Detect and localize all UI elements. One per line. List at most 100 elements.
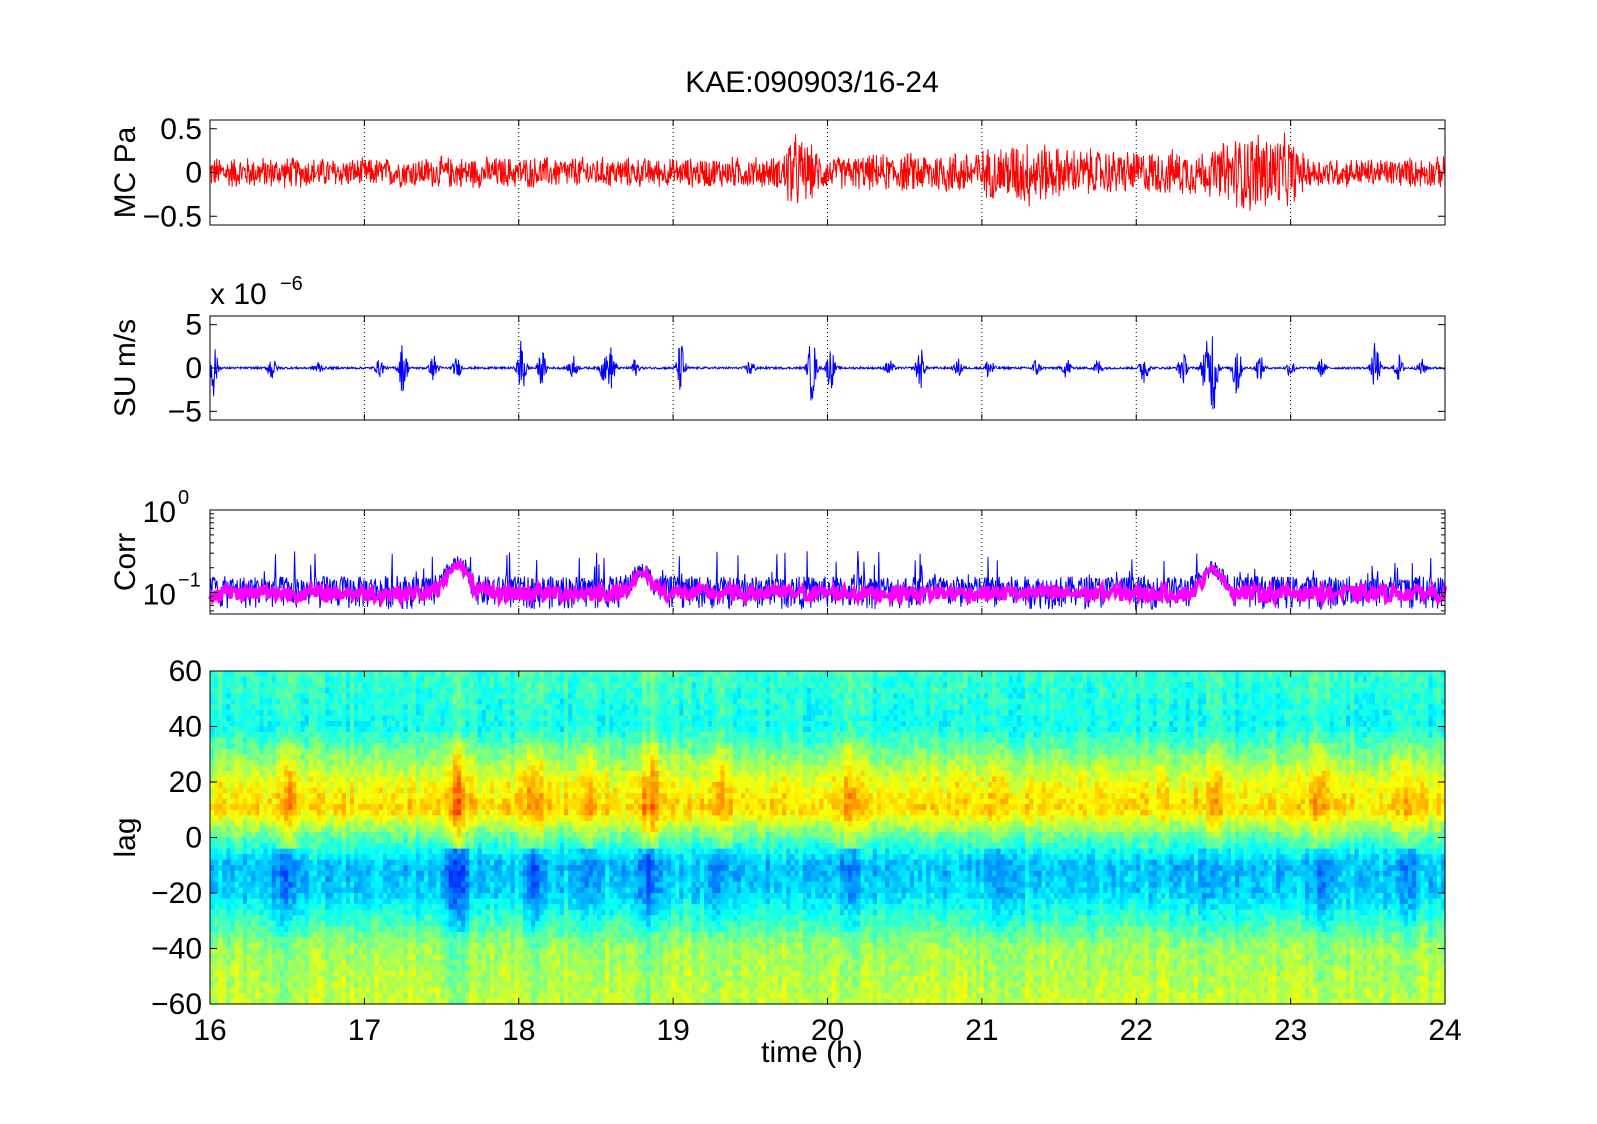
heatmap-cell: [535, 981, 540, 988]
heatmap-cell: [473, 748, 479, 755]
heatmap-cell: [399, 720, 405, 728]
heatmap-cell: [325, 837, 330, 844]
heatmap-cell: [267, 870, 273, 877]
heatmap-cell: [403, 837, 409, 844]
heatmap-cell: [259, 787, 265, 794]
heatmap-cell: [457, 698, 462, 705]
heatmap-cell: [312, 942, 318, 950]
heatmap-cell: [337, 709, 343, 716]
heatmap-cell: [539, 748, 545, 755]
heatmap-cell: [247, 981, 252, 988]
heatmap-cell: [477, 743, 483, 750]
heatmap-cell: [210, 709, 215, 716]
heatmap-cell: [304, 698, 310, 705]
heatmap-cell: [539, 687, 545, 694]
heatmap-cell: [424, 998, 429, 1005]
heatmap-cell: [526, 837, 532, 844]
heatmap-cell: [226, 831, 232, 839]
heatmap-cell: [514, 682, 520, 689]
heatmap-cell: [271, 709, 277, 716]
heatmap-cell: [477, 831, 483, 839]
heatmap-cell: [341, 954, 347, 961]
heatmap-cell: [251, 804, 256, 811]
heatmap-cell: [308, 870, 314, 877]
heatmap-cell: [325, 671, 330, 678]
heatmap-cell: [461, 765, 466, 772]
heatmap-cell: [415, 876, 421, 883]
heatmap-cell: [300, 937, 306, 944]
heatmap-cell: [255, 948, 260, 955]
heatmap-cell: [514, 770, 520, 778]
heatmap-cell: [452, 765, 458, 772]
heatmap-cell: [391, 798, 396, 805]
heatmap-cell: [214, 704, 219, 711]
heatmap-cell: [448, 848, 454, 855]
heatmap-cell: [247, 898, 252, 905]
heatmap-cell: [518, 954, 524, 961]
heatmap-cell: [263, 909, 269, 916]
heatmap-cell: [514, 748, 520, 755]
heatmap-cell: [358, 765, 363, 772]
heatmap-cell: [403, 854, 409, 861]
heatmap-cell: [510, 909, 516, 916]
heatmap-cell: [415, 887, 421, 894]
heatmap-cell: [337, 732, 343, 739]
heatmap-cell: [284, 915, 289, 922]
heatmap-cell: [428, 887, 433, 894]
heatmap-cell: [382, 682, 388, 689]
heatmap-cell: [473, 843, 479, 850]
heatmap-cell: [292, 776, 298, 783]
heatmap-cell: [263, 748, 269, 755]
heatmap-cell: [242, 954, 248, 961]
heatmap-cell: [395, 909, 400, 916]
heatmap-cell: [382, 987, 388, 994]
heatmap-cell: [267, 837, 273, 844]
heatmap-cell: [222, 870, 228, 877]
heatmap-cell: [428, 770, 433, 778]
heatmap-cell: [502, 804, 507, 811]
heatmap-cell: [428, 693, 433, 700]
heatmap-cell: [251, 959, 256, 966]
heatmap-cell: [444, 976, 450, 983]
heatmap-cell: [329, 893, 335, 900]
heatmap-cell: [333, 904, 339, 911]
heatmap-cell: [214, 748, 219, 755]
heatmap-cell: [218, 898, 223, 905]
heatmap-cell: [275, 826, 281, 833]
heatmap-cell: [407, 843, 413, 850]
heatmap-cell: [329, 682, 335, 689]
heatmap-cell: [288, 837, 293, 844]
heatmap-cell: [354, 815, 359, 822]
heatmap-cell: [465, 787, 470, 794]
heatmap-cell: [329, 915, 335, 922]
heatmap-cell: [226, 904, 232, 911]
heatmap-cell: [535, 915, 540, 922]
heatmap-cell: [226, 698, 232, 705]
heatmap-cell: [238, 754, 244, 761]
heatmap-cell: [304, 898, 310, 905]
heatmap-cell: [428, 843, 433, 850]
heatmap-cell: [288, 959, 293, 966]
heatmap-cell: [477, 931, 483, 938]
heatmap-cell: [539, 959, 545, 966]
heatmap-cell: [448, 698, 454, 705]
heatmap-cell: [325, 826, 330, 833]
heatmap-cell: [522, 682, 528, 689]
heatmap-cell: [255, 732, 260, 739]
heatmap-cell: [210, 904, 215, 911]
heatmap-cell: [345, 909, 351, 916]
heatmap-cell: [465, 709, 470, 716]
heatmap-cell: [230, 676, 236, 683]
heatmap-cell: [428, 782, 433, 789]
heatmap-cell: [461, 876, 466, 883]
heatmap-cell: [366, 765, 372, 772]
heatmap-cell: [238, 815, 244, 822]
heatmap-cell: [419, 937, 425, 944]
heatmap-cell: [539, 898, 545, 905]
heatmap-cell: [473, 954, 479, 961]
heatmap-cell: [415, 743, 421, 750]
heatmap-cell: [473, 931, 479, 938]
heatmap-cell: [234, 893, 240, 900]
heatmap-cell: [349, 909, 355, 916]
heatmap-cell: [230, 787, 236, 794]
